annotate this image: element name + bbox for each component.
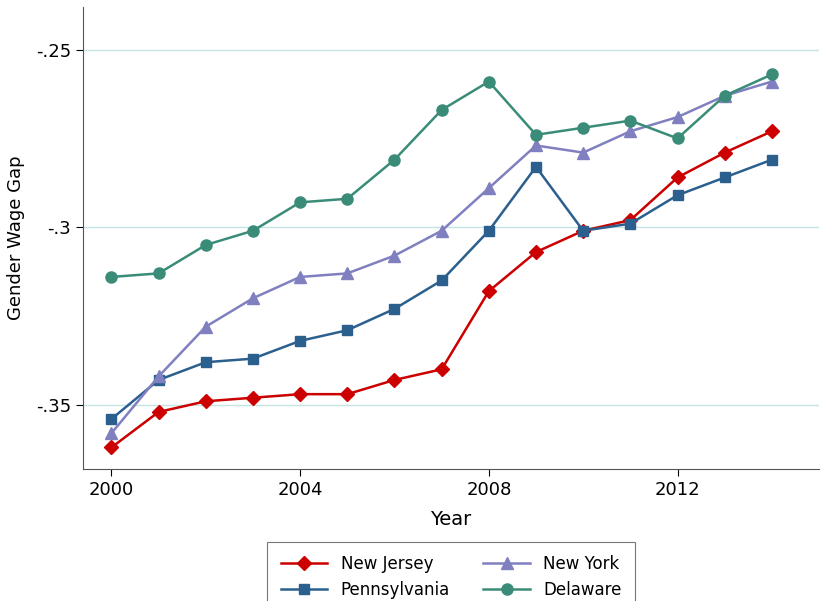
New York xyxy=(201,323,211,331)
New York xyxy=(295,273,305,281)
Line: New York: New York xyxy=(106,76,777,439)
Delaware xyxy=(578,124,588,132)
Delaware xyxy=(484,78,494,85)
Legend: New Jersey, Pennsylvania, New York, Delaware: New Jersey, Pennsylvania, New York, Dela… xyxy=(268,542,635,601)
Delaware xyxy=(342,195,352,203)
Pennsylvania xyxy=(437,277,447,284)
New Jersey xyxy=(531,248,541,255)
New York xyxy=(578,149,588,156)
New Jersey xyxy=(767,127,776,135)
New York xyxy=(437,227,447,234)
Pennsylvania xyxy=(767,156,776,163)
Pennsylvania xyxy=(201,359,211,366)
Delaware xyxy=(437,106,447,114)
Delaware xyxy=(107,273,116,281)
New Jersey xyxy=(390,376,400,383)
Delaware xyxy=(719,92,729,99)
Pennsylvania xyxy=(719,174,729,181)
New York xyxy=(154,373,164,380)
New Jersey xyxy=(719,149,729,156)
New Jersey xyxy=(484,287,494,294)
Delaware xyxy=(390,156,400,163)
Pennsylvania xyxy=(531,163,541,171)
Delaware xyxy=(154,270,164,277)
Line: Pennsylvania: Pennsylvania xyxy=(107,155,776,424)
Delaware xyxy=(531,131,541,138)
Delaware xyxy=(767,71,776,78)
New Jersey xyxy=(201,398,211,405)
New York xyxy=(248,294,258,302)
Pennsylvania xyxy=(248,355,258,362)
New York xyxy=(625,127,635,135)
New York xyxy=(719,92,729,99)
New Jersey xyxy=(107,444,116,451)
Delaware xyxy=(625,117,635,124)
New Jersey xyxy=(295,391,305,398)
New York xyxy=(107,430,116,437)
Pennsylvania xyxy=(625,220,635,227)
Delaware xyxy=(672,135,682,142)
Pennsylvania xyxy=(342,326,352,334)
Pennsylvania xyxy=(295,337,305,344)
New Jersey xyxy=(625,216,635,224)
Pennsylvania xyxy=(672,192,682,199)
Delaware xyxy=(201,242,211,249)
New Jersey xyxy=(342,391,352,398)
Pennsylvania xyxy=(154,376,164,383)
New Jersey xyxy=(672,174,682,181)
Pennsylvania xyxy=(578,227,588,234)
New Jersey xyxy=(154,408,164,415)
New York xyxy=(484,185,494,192)
New Jersey xyxy=(578,227,588,234)
New York xyxy=(531,142,541,149)
X-axis label: Year: Year xyxy=(430,510,472,529)
Delaware xyxy=(248,227,258,234)
Line: Delaware: Delaware xyxy=(106,69,777,282)
Line: New Jersey: New Jersey xyxy=(107,126,776,453)
New York xyxy=(342,270,352,277)
New Jersey xyxy=(437,365,447,373)
Pennsylvania xyxy=(390,305,400,313)
Y-axis label: Gender Wage Gap: Gender Wage Gap xyxy=(7,156,25,320)
Delaware xyxy=(295,199,305,206)
New York xyxy=(390,252,400,259)
Pennsylvania xyxy=(484,227,494,234)
New York xyxy=(767,78,776,85)
Pennsylvania xyxy=(107,415,116,423)
New Jersey xyxy=(248,394,258,401)
New York xyxy=(672,114,682,121)
